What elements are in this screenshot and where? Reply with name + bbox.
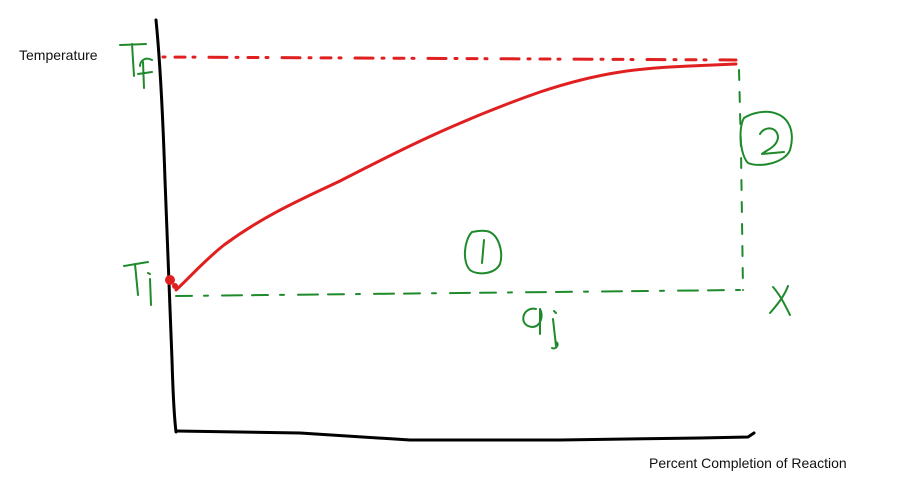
- reaction-step-line: [738, 69, 744, 291]
- final-temperature-line: [161, 55, 738, 62]
- circled-step-1: [464, 229, 503, 275]
- x-axis-label: Percent Completion of Reaction: [649, 455, 847, 471]
- initial-point-dot: [165, 275, 175, 285]
- initial-point-dot-overlap: [172, 283, 178, 289]
- y-axis-label: Temperature: [19, 47, 98, 63]
- y-axis-line: [154, 18, 178, 434]
- handwritten-x: [769, 285, 791, 316]
- handwritten-q-i: [522, 307, 559, 350]
- circled-step-2: [739, 110, 793, 166]
- heating-step-line: [175, 289, 741, 297]
- handwritten-t-initial: [123, 261, 152, 306]
- handwritten-t-final: [119, 43, 153, 89]
- temperature-curve: [174, 62, 738, 292]
- x-axis-line: [174, 429, 756, 442]
